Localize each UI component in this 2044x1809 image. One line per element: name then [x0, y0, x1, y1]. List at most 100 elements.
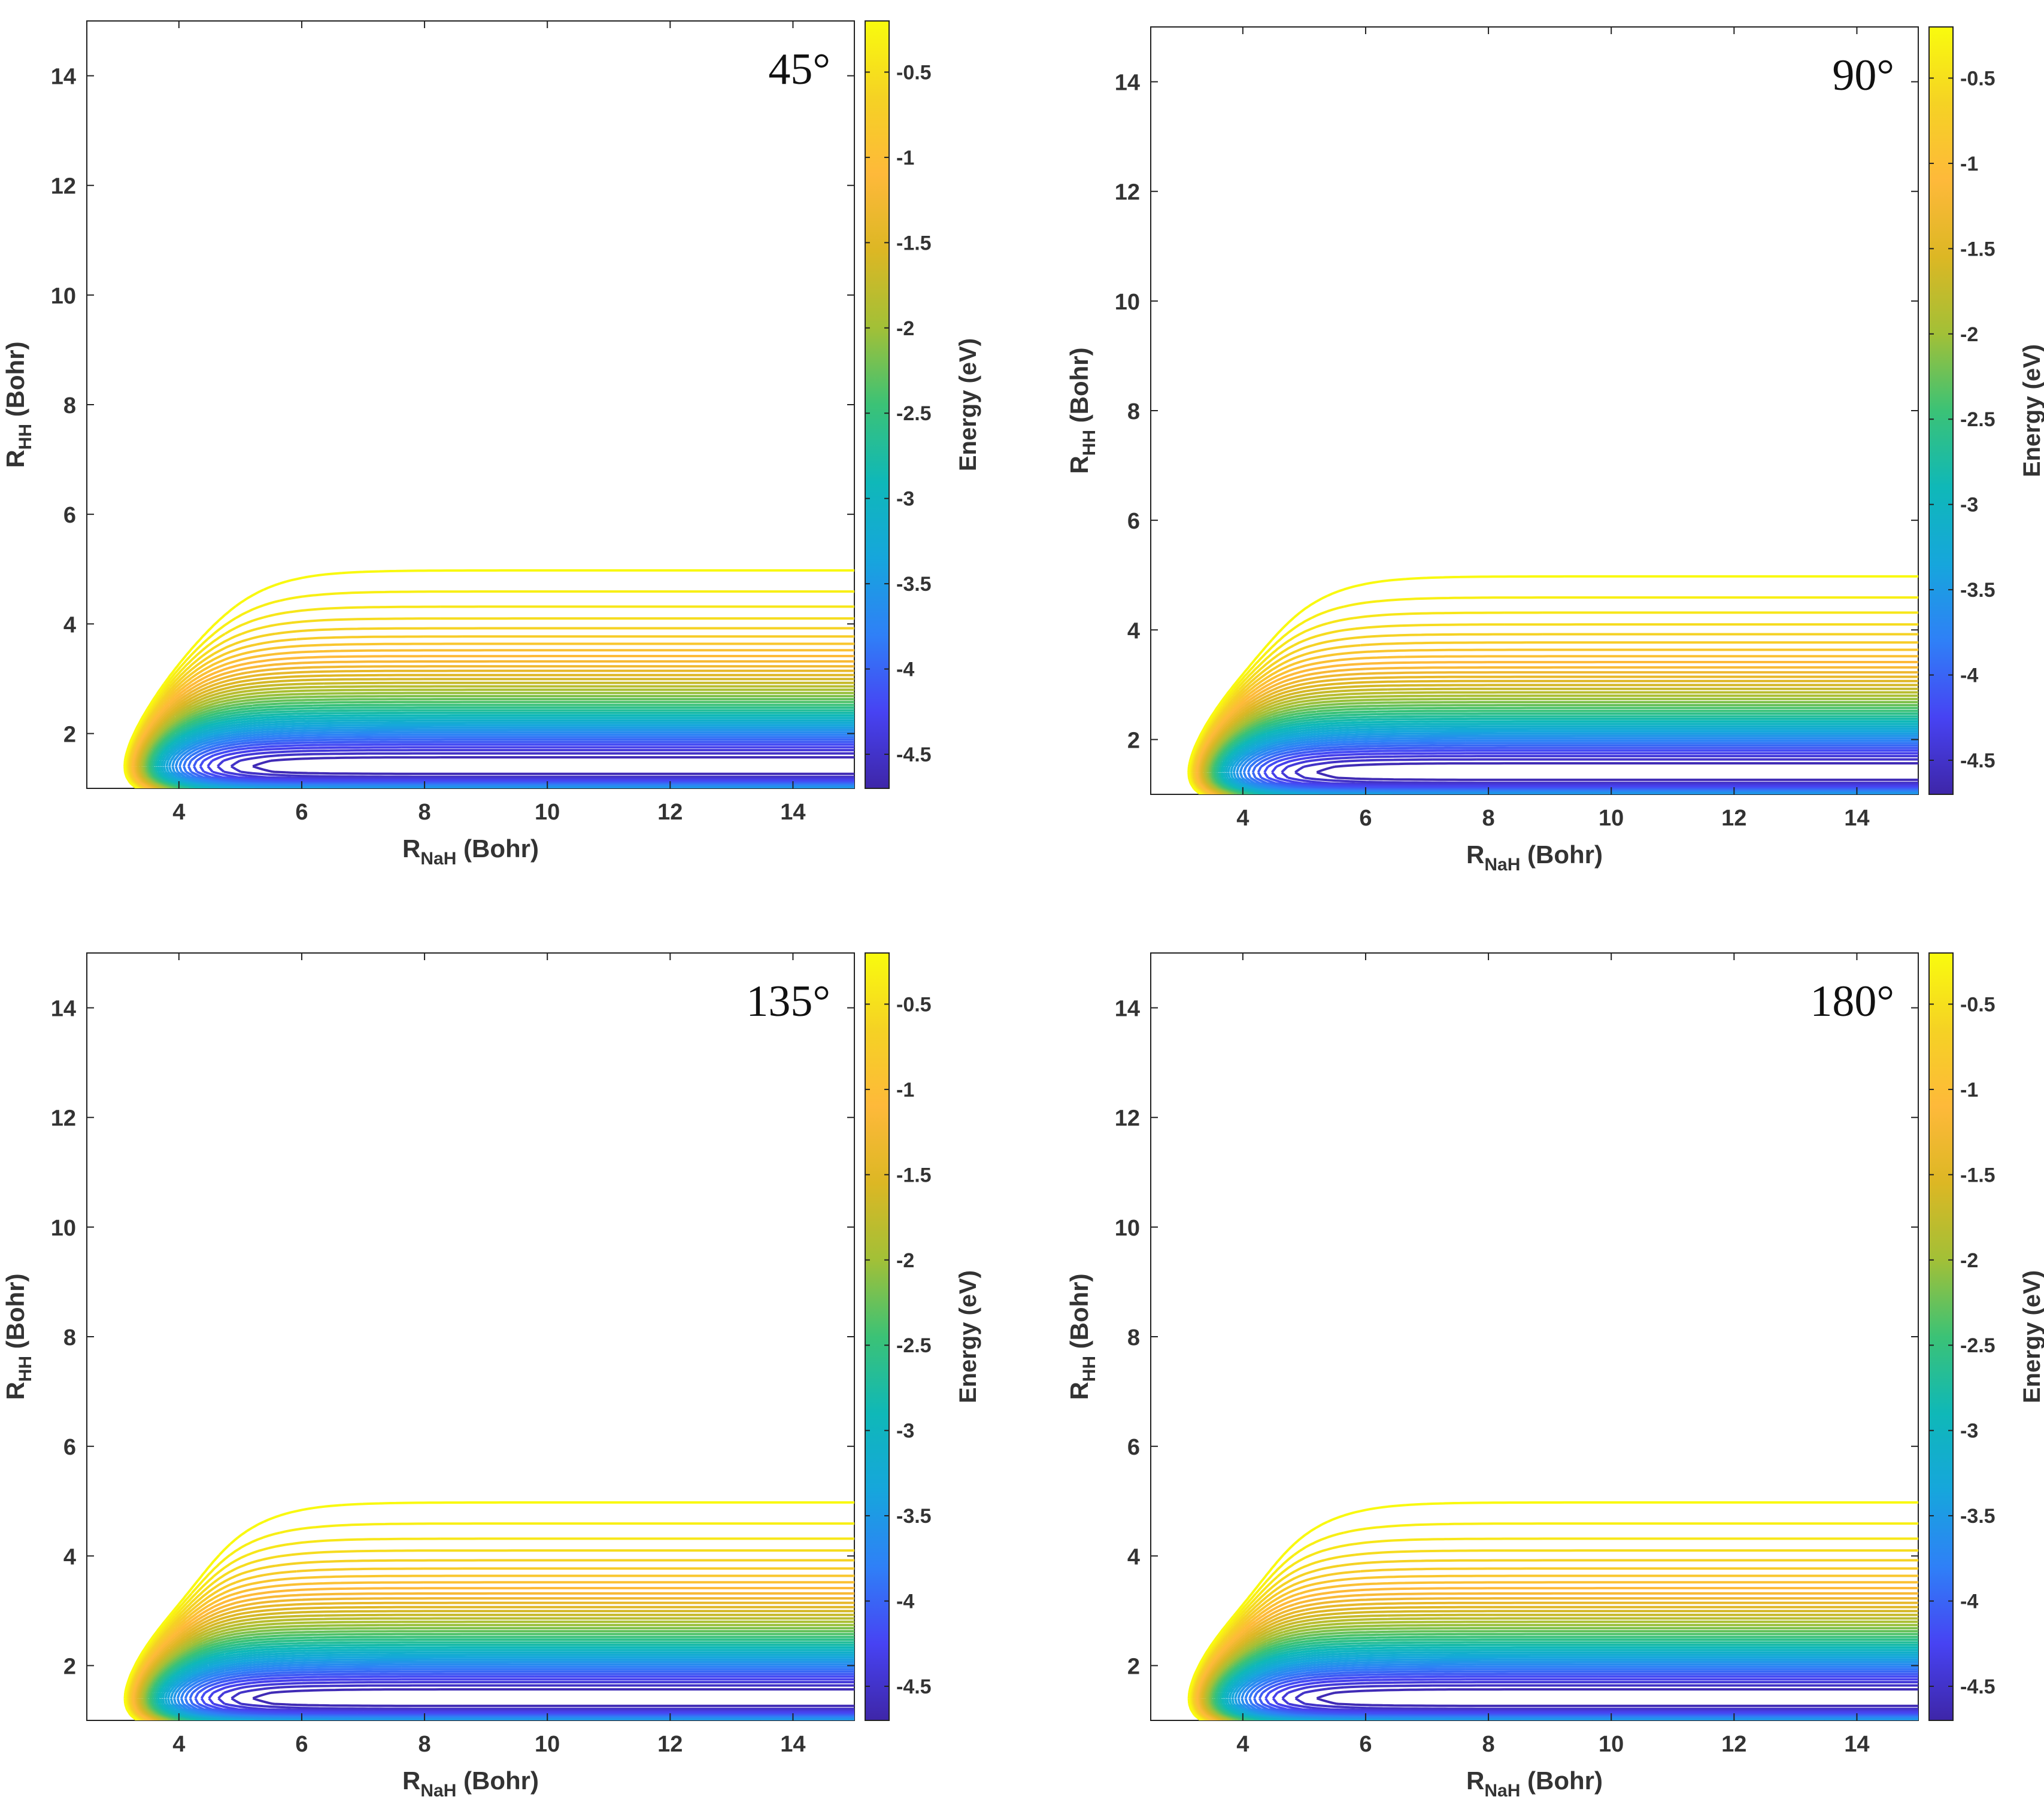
y-tick-label: 4 [1127, 1544, 1140, 1570]
y-tick-label: 8 [63, 1325, 76, 1350]
x-tick-label: 12 [657, 1732, 683, 1757]
y-tick-label: 8 [1127, 399, 1140, 424]
x-tick-label: 10 [535, 1732, 560, 1757]
colorbar-tick-label: -1 [896, 1079, 914, 1101]
y-tick-label: 6 [1127, 1435, 1140, 1460]
x-tick-label: 14 [1844, 1732, 1869, 1757]
colorbar-tick-label: -2.5 [896, 1334, 932, 1357]
contour-level [252, 1688, 854, 1707]
panel-135: 4 6 8 10 12 14 2 4 6 8 10 12 14 RNaH (Bohr) RHH (Bohr)… [1, 952, 981, 1801]
plot-frame [86, 20, 855, 789]
x-tick-label: 12 [657, 800, 683, 825]
x-tick-label: 12 [1721, 806, 1746, 831]
contour-level [217, 749, 854, 780]
contour-level [123, 569, 854, 788]
y-tick-label: 10 [51, 284, 76, 309]
y-tick-label: 2 [63, 1654, 76, 1679]
colorbar-tick-label: -1.5 [1960, 1164, 1996, 1186]
y-tick-label: 14 [1115, 71, 1140, 96]
x-tick-label: 4 [172, 800, 185, 825]
colorbar-tick-label: -1.5 [1960, 238, 1996, 260]
colorbar-tick-label: -4.5 [1960, 1676, 1996, 1698]
colorbar-tick-label: -2 [896, 1249, 914, 1272]
colorbar-tick-label: -0.5 [1960, 67, 1996, 90]
colorbar-tick-label: -1.5 [896, 1164, 932, 1186]
x-tick-label: 8 [1482, 1732, 1495, 1757]
colorbar-tick-label: -4 [1960, 664, 1978, 687]
x-tick-label: 8 [418, 1732, 431, 1757]
x-axis-label: RNaH (Bohr) [402, 834, 539, 869]
x-tick-label: 14 [1844, 806, 1869, 831]
x-tick-label: 10 [535, 800, 560, 825]
contour-level [1264, 1675, 1918, 1715]
y-tick-label: 2 [63, 722, 76, 747]
y-tick-label: 12 [1115, 180, 1140, 205]
y-tick-label: 2 [1127, 728, 1140, 753]
colorbar-label: Energy (eV) [2019, 344, 2044, 477]
colorbar-label: Energy (eV) [955, 1270, 981, 1403]
contour-level [230, 752, 854, 778]
x-tick-label: 4 [1236, 1732, 1249, 1757]
contour-level [207, 746, 854, 782]
colorbar-tick-label: -1.5 [896, 232, 932, 254]
x-tick-label: 6 [1359, 1732, 1372, 1757]
x-tick-label: 12 [1721, 1732, 1746, 1757]
y-tick-label: 14 [51, 65, 76, 90]
colorbar-tick-label: -4.5 [896, 743, 932, 766]
colorbar [1928, 952, 1954, 1721]
y-tick-label: 12 [51, 1106, 76, 1131]
x-tick-label: 14 [780, 800, 805, 825]
colorbar-tick-label: -0.5 [896, 993, 932, 1016]
x-tick-label: 10 [1599, 1732, 1624, 1757]
y-tick-label: 14 [51, 997, 76, 1022]
colorbar [1928, 26, 1954, 795]
contour-lines [123, 569, 854, 788]
contour-lines [1187, 575, 1918, 794]
colorbar-tick-label: -4.5 [896, 1676, 932, 1698]
x-axis-label: RNaH (Bohr) [1466, 840, 1603, 875]
colorbar-tick-label: -3 [896, 1420, 914, 1443]
x-tick-label: 14 [780, 1732, 805, 1757]
colorbar-tick-label: -1 [1960, 1079, 1978, 1101]
y-tick-label: 8 [63, 393, 76, 418]
colorbar-tick-label: -2.5 [1960, 408, 1996, 431]
y-tick-label: 6 [1127, 509, 1140, 534]
colorbar-tick-label: -2.5 [1960, 1334, 1996, 1357]
y-tick-label: 4 [63, 612, 76, 638]
colorbar-tick-label: -3.5 [1960, 1505, 1996, 1528]
contour-level [208, 1678, 854, 1714]
y-tick-label: 12 [1115, 1106, 1140, 1131]
colorbar-tick-label: -3 [1960, 1420, 1978, 1443]
colorbar-tick-label: -2.5 [896, 402, 932, 425]
y-tick-label: 8 [1127, 1325, 1140, 1350]
x-tick-label: 4 [172, 1732, 185, 1757]
colorbar-tick-label: -3 [896, 488, 914, 511]
colorbar-tick-label: -4 [896, 1591, 914, 1613]
contour-lines [1187, 1501, 1918, 1720]
x-tick-label: 6 [295, 800, 308, 825]
contour-level [1294, 758, 1918, 784]
y-tick-label: 10 [51, 1216, 76, 1241]
y-tick-label: 10 [1115, 290, 1140, 315]
y-tick-label: 12 [51, 174, 76, 199]
contour-lines [123, 1501, 854, 1720]
colorbar [865, 20, 890, 789]
colorbar-tick-label: -3.5 [896, 573, 932, 596]
colorbar-label: Energy (eV) [2019, 1270, 2044, 1403]
colorbar-tick-label: -2 [1960, 1249, 1978, 1272]
contour-level [1281, 755, 1918, 786]
x-tick-label: 8 [418, 800, 431, 825]
colorbar-tick-label: -0.5 [1960, 993, 1996, 1016]
x-tick-label: 8 [1482, 806, 1495, 831]
x-axis-label: RNaH (Bohr) [1466, 1766, 1603, 1801]
contour-level [123, 1501, 854, 1720]
y-axis-label: RHH (Bohr) [1, 341, 35, 468]
contour-level [231, 1684, 854, 1710]
colorbar-tick-label: -3.5 [896, 1505, 932, 1528]
panel-180: 4 6 8 10 12 14 2 4 6 8 10 12 14 RNaH (Bohr) RHH (Bohr)… [1065, 952, 2044, 1801]
contour-level [217, 1681, 854, 1712]
y-tick-label: 4 [63, 1544, 76, 1570]
colorbar-tick-label: -1 [896, 147, 914, 169]
colorbar-tick-label: -4 [896, 658, 914, 681]
y-tick-label: 2 [1127, 1654, 1140, 1679]
